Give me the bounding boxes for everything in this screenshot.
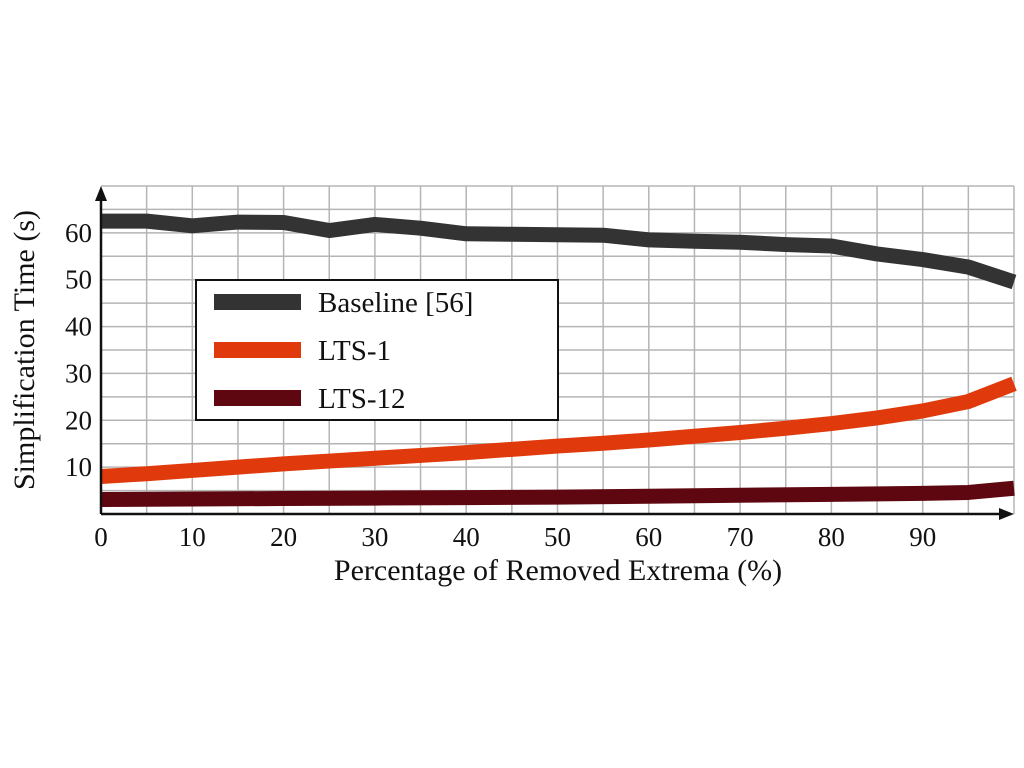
x-tick-label: 10 xyxy=(179,522,206,552)
axes xyxy=(95,186,1014,520)
x-tick-label: 20 xyxy=(270,522,297,552)
x-tick-label: 40 xyxy=(453,522,480,552)
legend: Baseline [56] LTS-1 LTS-12 xyxy=(195,279,559,421)
y-axis-title: Simplification Time (s) xyxy=(8,210,41,490)
y-tick-labels: 10 20 30 40 50 60 xyxy=(65,218,92,482)
x-tick-labels: 0 10 20 30 40 50 60 70 80 90 xyxy=(94,522,936,552)
x-tick-label: 30 xyxy=(361,522,388,552)
x-tick-label: 60 xyxy=(635,522,662,552)
series-line-2 xyxy=(100,376,1017,485)
y-tick-label: 30 xyxy=(65,358,92,388)
y-tick-label: 60 xyxy=(65,218,92,248)
y-tick-label: 20 xyxy=(65,405,92,435)
x-axis-arrow-icon xyxy=(999,508,1014,520)
y-axis-arrow-icon xyxy=(95,186,107,201)
x-tick-label: 90 xyxy=(909,522,936,552)
y-tick-label: 10 xyxy=(65,452,92,482)
series-line-3 xyxy=(100,480,1015,507)
series-lines xyxy=(100,213,1017,507)
legend-label: LTS-1 xyxy=(318,335,391,367)
x-tick-label: 80 xyxy=(818,522,845,552)
x-tick-label: 50 xyxy=(544,522,571,552)
legend-label: LTS-12 xyxy=(318,383,406,415)
x-axis-title: Percentage of Removed Extrema (%) xyxy=(334,554,782,587)
legend-label: Baseline [56] xyxy=(318,287,473,319)
x-tick-label: 70 xyxy=(727,522,754,552)
x-tick-label: 0 xyxy=(94,522,108,552)
y-tick-label: 50 xyxy=(65,265,92,295)
y-tick-label: 40 xyxy=(65,312,92,342)
series-line-1 xyxy=(101,213,1017,290)
